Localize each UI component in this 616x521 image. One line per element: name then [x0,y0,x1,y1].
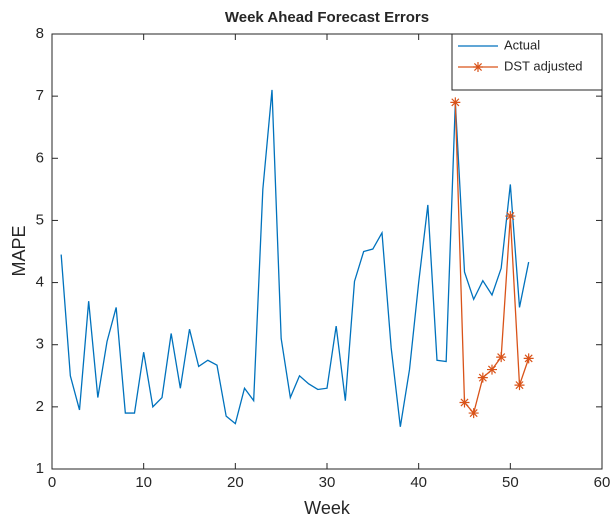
y-tick-label: 3 [36,336,44,353]
point-marker [468,408,479,419]
point-marker [477,372,488,383]
point-marker [487,364,497,375]
legend-marker [473,62,483,72]
point-marker [450,97,461,108]
y-axis-label: MAPE [9,225,29,276]
y-tick-label: 7 [36,87,44,104]
legend-box [451,33,603,91]
x-tick-label: 0 [48,474,56,491]
y-tick-label: 1 [36,460,44,477]
x-axis-label: Week [304,498,351,518]
x-tick-label: 40 [410,474,427,491]
y-tick-label: 6 [36,149,44,166]
point-marker [505,211,516,222]
x-tick-label: 50 [502,474,519,491]
plot-area [51,33,603,470]
point-marker [523,353,534,364]
x-tick-label: 10 [135,474,152,491]
y-tick-label: 2 [36,398,44,415]
chart-title: Week Ahead Forecast Errors [225,9,429,26]
y-tick-label: 5 [36,211,44,228]
x-tick-label: 20 [227,474,244,491]
series-line [60,89,530,427]
point-marker [496,352,507,363]
point-marker [514,380,525,391]
legend-label: DST adjusted [504,58,583,73]
x-tick-label: 30 [319,474,336,491]
x-tick-label: 60 [594,474,611,491]
y-tick-label: 4 [36,274,44,291]
point-marker [459,397,470,408]
legend-label: Actual [504,37,540,52]
y-tick-label: 8 [36,25,44,42]
